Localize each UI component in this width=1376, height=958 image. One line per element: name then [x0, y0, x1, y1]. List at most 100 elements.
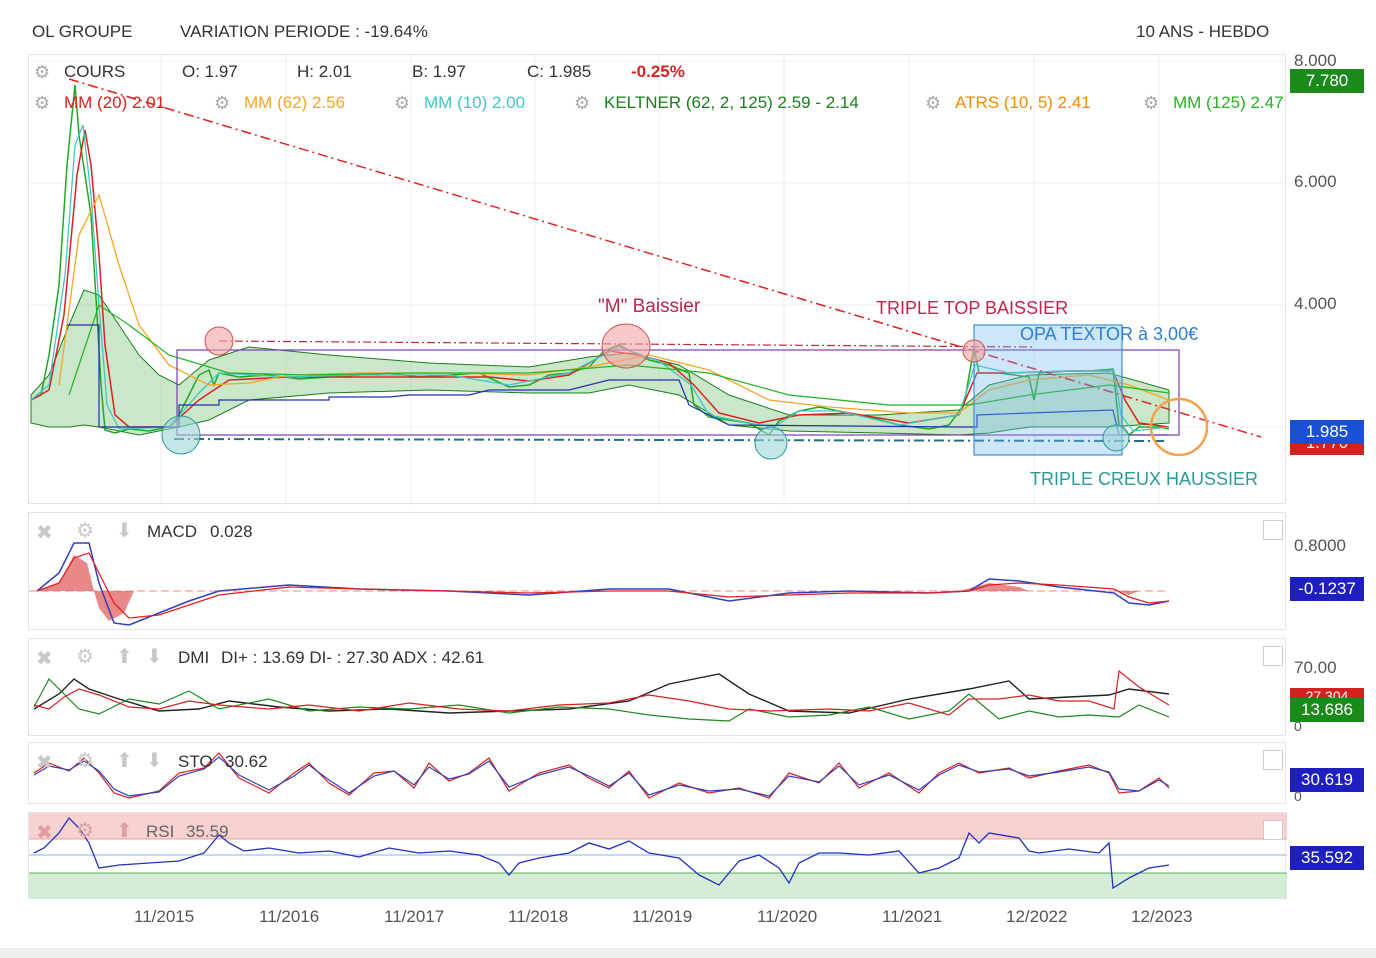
support-dashed	[173, 438, 1165, 442]
dmi-checkbox[interactable]	[1263, 646, 1283, 666]
mm125-line	[68, 304, 1170, 406]
mm20-label: MM (20) 2.01	[64, 93, 166, 112]
top-circle-3	[962, 339, 986, 363]
dmi-down-icon[interactable]: ⬇	[146, 646, 163, 668]
range-box	[176, 349, 1180, 436]
atrs-line	[67, 324, 1169, 436]
keltner-label: KELTNER (62, 2, 125) 2.59 - 2.14	[604, 93, 859, 112]
x-tick: 11/2018	[508, 907, 569, 926]
rsi-up-icon[interactable]: ⬆	[116, 820, 133, 842]
rsi-checkbox[interactable]	[1263, 820, 1283, 840]
macd-axis-tick: 0.8000	[1294, 536, 1346, 555]
y-tick-8: 8.000	[1294, 51, 1337, 70]
rsi-panel	[28, 812, 1287, 899]
change-value: -0.25%	[631, 62, 685, 81]
keltner-gear-icon[interactable]: ⚙	[574, 93, 591, 113]
mm10-line	[30, 124, 1170, 432]
mm10-label: MM (10) 2.00	[424, 93, 526, 112]
sto-close-icon[interactable]: ✖	[36, 752, 53, 774]
rsi-close-icon[interactable]: ✖	[36, 822, 53, 844]
top-circle-1	[204, 326, 234, 356]
x-tick: 11/2021	[882, 907, 943, 926]
dmi-axis-tick: 70.00	[1294, 658, 1337, 677]
mm125-gear-icon[interactable]: ⚙	[1143, 93, 1160, 113]
macd-down-icon[interactable]: ⬇	[116, 520, 133, 542]
open-value: O: 1.97	[182, 62, 238, 81]
macd-label: MACD	[147, 522, 198, 541]
price-chart	[29, 55, 1287, 505]
mm62-gear-icon[interactable]: ⚙	[214, 93, 231, 113]
macd-panel	[28, 512, 1286, 630]
dmi-gear-icon[interactable]: ⚙	[76, 646, 94, 668]
sto-label: STO	[178, 752, 213, 771]
macd-checkbox[interactable]	[1263, 520, 1283, 540]
rsi-badge: 35.592	[1290, 846, 1364, 870]
high-value: H: 2.01	[297, 62, 352, 81]
last-price-badge: 1.985	[1290, 420, 1364, 444]
rsi-label: RSI	[146, 822, 175, 841]
current-circle	[1149, 397, 1209, 457]
opa-annotation: OPA TEXTOR à 3,00€	[1020, 324, 1199, 344]
close-value: C: 1.985	[527, 62, 592, 81]
sto-value: 30.62	[225, 752, 268, 771]
opa-box	[973, 324, 1123, 456]
dmi-chart	[33, 669, 1170, 722]
sto-badge: 30.619	[1290, 768, 1364, 792]
macd-chart	[29, 542, 1170, 626]
rsi-chart	[29, 813, 1287, 899]
period-variation: VARIATION PERIODE : -19.64%	[180, 22, 428, 41]
m-baissier-annotation: "M" Baissier	[598, 296, 701, 317]
rsi-line	[33, 816, 1170, 890]
sto-panel	[28, 742, 1286, 804]
x-tick: 11/2015	[134, 907, 195, 926]
trendline-dashed	[68, 78, 1262, 438]
x-tick: 11/2016	[259, 907, 320, 926]
x-tick: 12/2022	[1006, 907, 1068, 926]
dmi-panel	[28, 638, 1286, 736]
mm20-line	[30, 129, 1170, 428]
sto-axis-zero: 0	[1294, 788, 1302, 804]
dmi-close-icon[interactable]: ✖	[36, 648, 53, 670]
x-tick: 11/2019	[632, 907, 693, 926]
dmi-axis-zero: 0	[1294, 718, 1302, 734]
sto-down-icon[interactable]: ⬇	[146, 750, 163, 772]
period-selector[interactable]: 10 ANS - HEBDO	[1136, 22, 1270, 41]
triple-creux-annotation: TRIPLE CREUX HAUSSIER	[1030, 469, 1259, 489]
rsi-gear-icon[interactable]: ⚙	[76, 820, 94, 842]
bottom-circle-2	[754, 426, 788, 460]
x-tick: 11/2017	[384, 907, 445, 926]
x-tick: 11/2020	[757, 907, 818, 926]
dmi-minus-line	[33, 669, 1170, 716]
mm10-gear-icon[interactable]: ⚙	[394, 93, 411, 113]
bottom-circle-1	[161, 415, 201, 455]
macd-close-icon[interactable]: ✖	[36, 522, 53, 544]
mm62-label: MM (62) 2.56	[244, 93, 346, 112]
rsi-value: 35.59	[186, 822, 229, 841]
dmi-badge: 13.686	[1290, 698, 1364, 722]
sto-checkbox[interactable]	[1263, 750, 1283, 770]
atrs-gear-icon[interactable]: ⚙	[925, 93, 942, 113]
dmi-up-icon[interactable]: ⬆	[116, 646, 133, 668]
dmi-value: DI+ : 13.69 DI- : 27.30 ADX : 42.61	[221, 648, 485, 667]
mm125-label: MM (125) 2.47	[1173, 93, 1284, 112]
low-value: B: 1.97	[412, 62, 466, 81]
atrs-label: ATRS (10, 5) 2.41	[955, 93, 1091, 112]
sto-up-icon[interactable]: ⬆	[116, 750, 133, 772]
sto-gear-icon[interactable]: ⚙	[76, 750, 94, 772]
sto-d-line	[33, 756, 1170, 797]
y-tick-4: 4.000	[1294, 294, 1337, 313]
high-badge: 7.780	[1290, 69, 1364, 93]
y-tick-6: 6.000	[1294, 172, 1337, 191]
price-panel	[28, 54, 1287, 505]
macd-badge: -0.1237	[1290, 577, 1364, 601]
triple-top-annotation: TRIPLE TOP BAISSIER	[876, 298, 1069, 318]
bottom-circle-3	[1102, 424, 1130, 452]
cours-label: COURS	[64, 62, 126, 81]
macd-value: 0.028	[210, 522, 253, 541]
stock-title: OL GROUPE	[32, 22, 133, 41]
mm20-gear-icon[interactable]: ⚙	[34, 93, 51, 113]
cours-gear-icon[interactable]: ⚙	[34, 62, 51, 82]
x-tick: 12/2023	[1131, 907, 1193, 926]
macd-gear-icon[interactable]: ⚙	[76, 520, 94, 542]
dmi-label: DMI	[178, 648, 210, 667]
